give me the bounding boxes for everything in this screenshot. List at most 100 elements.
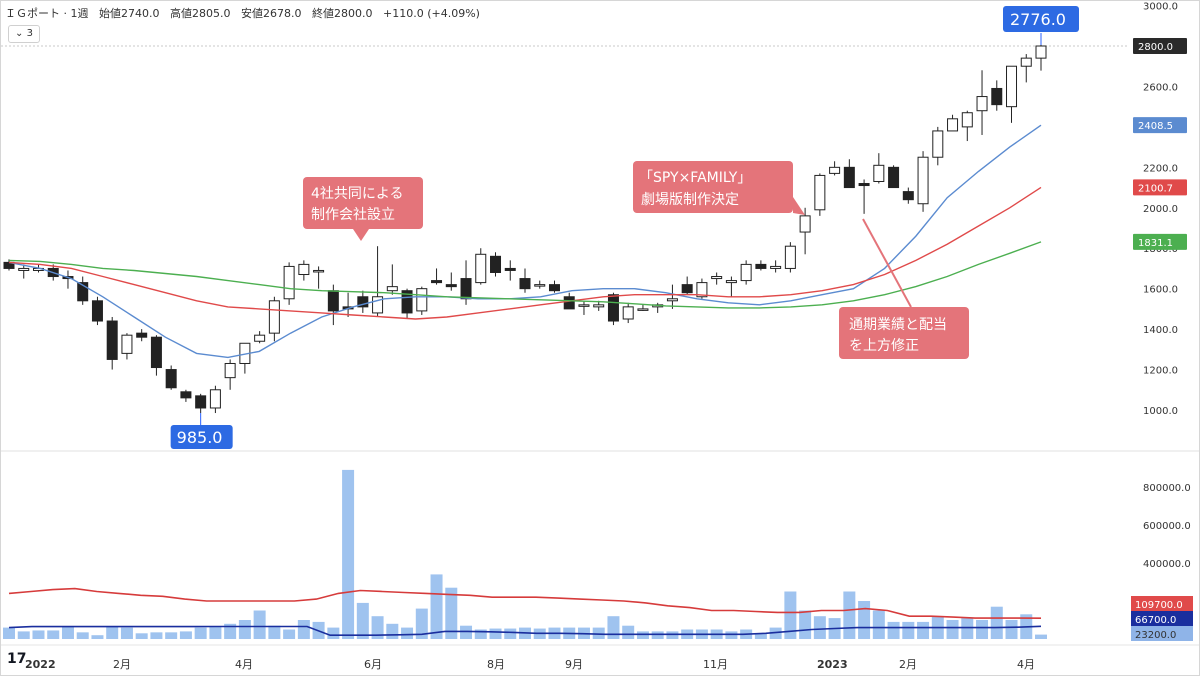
volume-bar	[253, 610, 266, 639]
price-axis-label-box	[1133, 38, 1187, 54]
candle-body	[725, 280, 737, 284]
moving-average-line	[8, 241, 1042, 309]
symbol-label[interactable]: ＩＧポート · 1週	[5, 7, 89, 20]
time-axis-label: 9月	[565, 658, 583, 671]
high-annotation-text: 2776.0	[1010, 10, 1066, 29]
volume-average-line	[8, 625, 1042, 637]
candle-body	[77, 282, 89, 302]
candle-body	[873, 164, 885, 182]
volume-bar	[607, 616, 620, 639]
time-axis-label: 4月	[235, 658, 253, 671]
callout-text-line: 4社共同による	[311, 186, 404, 202]
volume-bar	[592, 627, 605, 639]
candle-body	[268, 300, 280, 334]
candle-body	[622, 306, 634, 320]
candle-body	[902, 191, 914, 201]
volume-bar	[17, 631, 30, 639]
volume-bar	[283, 629, 296, 639]
volume-bar	[342, 469, 355, 639]
volume-bar	[651, 631, 664, 639]
price-axis-label-box	[1133, 233, 1187, 250]
callout-box	[633, 161, 793, 213]
candle-body	[490, 255, 502, 273]
price-axis-label-text: 2100.7	[1138, 183, 1173, 194]
volume-bar	[622, 625, 635, 639]
open-value: 始値2740.0	[99, 7, 160, 20]
time-axis-label: 2月	[899, 658, 917, 671]
candle-body	[961, 112, 973, 128]
price-axis-tick-label: 1600.0	[1143, 285, 1178, 296]
candle-body	[504, 267, 516, 271]
candle-body	[1020, 57, 1032, 67]
tradingview-logo[interactable]: 17	[7, 651, 27, 667]
volume-bar	[946, 620, 959, 639]
volume-bar	[813, 616, 826, 639]
high-annotation-box	[1003, 6, 1079, 32]
candle-body	[991, 87, 1003, 106]
candle-body	[357, 296, 369, 308]
time-axis-label: 8月	[487, 658, 505, 671]
candle-body	[607, 294, 619, 322]
price-axis-label-box	[1133, 179, 1187, 196]
volume-bar	[990, 606, 1003, 639]
candle-body	[770, 265, 782, 269]
callout-text-line: 通期業績と配当	[849, 317, 947, 333]
price-axis-label-text: 1831.1	[1138, 238, 1173, 249]
volume-axis-label-text: 66700.0	[1135, 615, 1176, 626]
candle-body	[460, 278, 472, 300]
candle-body	[843, 166, 855, 189]
volume-bar	[91, 635, 104, 639]
time-axis-label: 4月	[1017, 658, 1035, 671]
moving-average-line	[8, 124, 1042, 359]
candle-body	[548, 284, 560, 292]
volume-bar	[872, 610, 885, 639]
candle-body	[593, 304, 605, 308]
time-axis-label: 2月	[113, 658, 131, 671]
candle-body	[3, 261, 15, 269]
volume-bar	[120, 627, 133, 639]
candle-body	[106, 320, 118, 360]
candle-body	[431, 280, 443, 284]
price-axis-tick-label: 1200.0	[1143, 366, 1178, 377]
candle-body	[254, 334, 266, 342]
candle-body	[711, 276, 723, 280]
volume-bar	[445, 587, 458, 639]
candle-body	[401, 290, 413, 314]
volume-average-line	[8, 587, 1042, 620]
callout-text-line: 劇場版制作決定	[641, 192, 739, 208]
volume-bar	[209, 626, 222, 639]
volume-bar	[179, 631, 192, 639]
price-axis-tick-label: 2000.0	[1143, 204, 1178, 215]
candle-body	[150, 336, 162, 369]
candle-body	[784, 245, 796, 269]
price-axis-label-text: 2408.5	[1138, 121, 1173, 132]
volume-bar	[489, 628, 502, 639]
candle-body	[18, 267, 30, 271]
volume-bar	[238, 620, 251, 639]
time-axis-label: 11月	[703, 658, 728, 671]
candle-body	[740, 263, 752, 282]
candle-body	[696, 282, 708, 298]
volume-bar	[3, 627, 15, 639]
candle-body	[91, 300, 103, 322]
candle-body	[386, 286, 398, 292]
candle-body	[136, 332, 148, 338]
candle-body	[327, 290, 339, 312]
volume-bar	[976, 620, 989, 639]
moving-average-line	[8, 186, 1042, 320]
candle-body	[519, 278, 531, 290]
volume-bar	[430, 574, 443, 639]
volume-bar	[784, 591, 797, 639]
candle-body	[416, 288, 428, 312]
candle-body	[755, 263, 767, 269]
indicator-collapse-button[interactable]: ⌄ 3	[8, 25, 40, 43]
candle-body	[578, 304, 590, 307]
volume-bar	[327, 627, 340, 639]
volume-bar	[799, 610, 812, 639]
volume-axis-tick-label: 800000.0	[1143, 483, 1191, 494]
volume-bar	[666, 631, 679, 639]
volume-bar	[636, 631, 649, 639]
volume-bar	[504, 628, 517, 639]
time-axis-label: 6月	[364, 658, 382, 671]
change-value: +110.0 (+4.09%)	[383, 7, 480, 20]
